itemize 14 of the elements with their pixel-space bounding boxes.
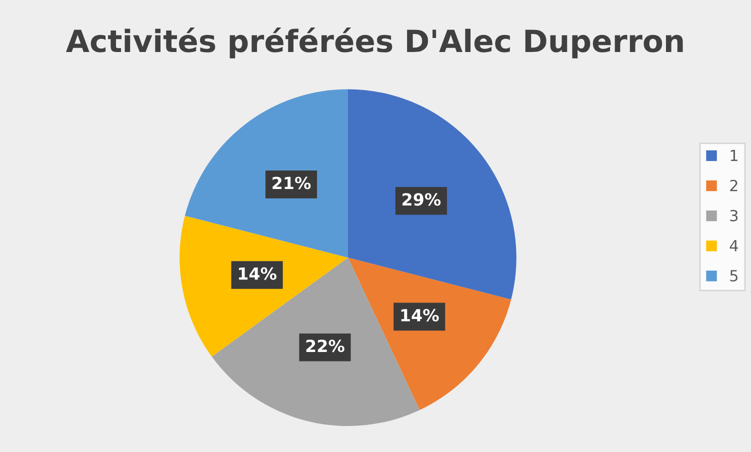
legend-label: 1 <box>730 150 738 162</box>
data-label: 21% <box>272 176 311 190</box>
legend-label: 3 <box>730 210 738 222</box>
data-label: 14% <box>401 308 439 322</box>
pie-slice <box>348 258 512 410</box>
legend-label: 5 <box>730 270 738 282</box>
chart-title: Activités préférées D'Alec Duperron <box>66 28 683 58</box>
pie-slice <box>184 89 348 258</box>
legend-label: 4 <box>730 240 738 252</box>
data-label: 22% <box>306 340 344 352</box>
data-label: 14% <box>238 267 276 280</box>
legend-label: 2 <box>730 180 738 192</box>
pie-slice <box>348 89 516 300</box>
data-label: 29% <box>402 193 441 206</box>
